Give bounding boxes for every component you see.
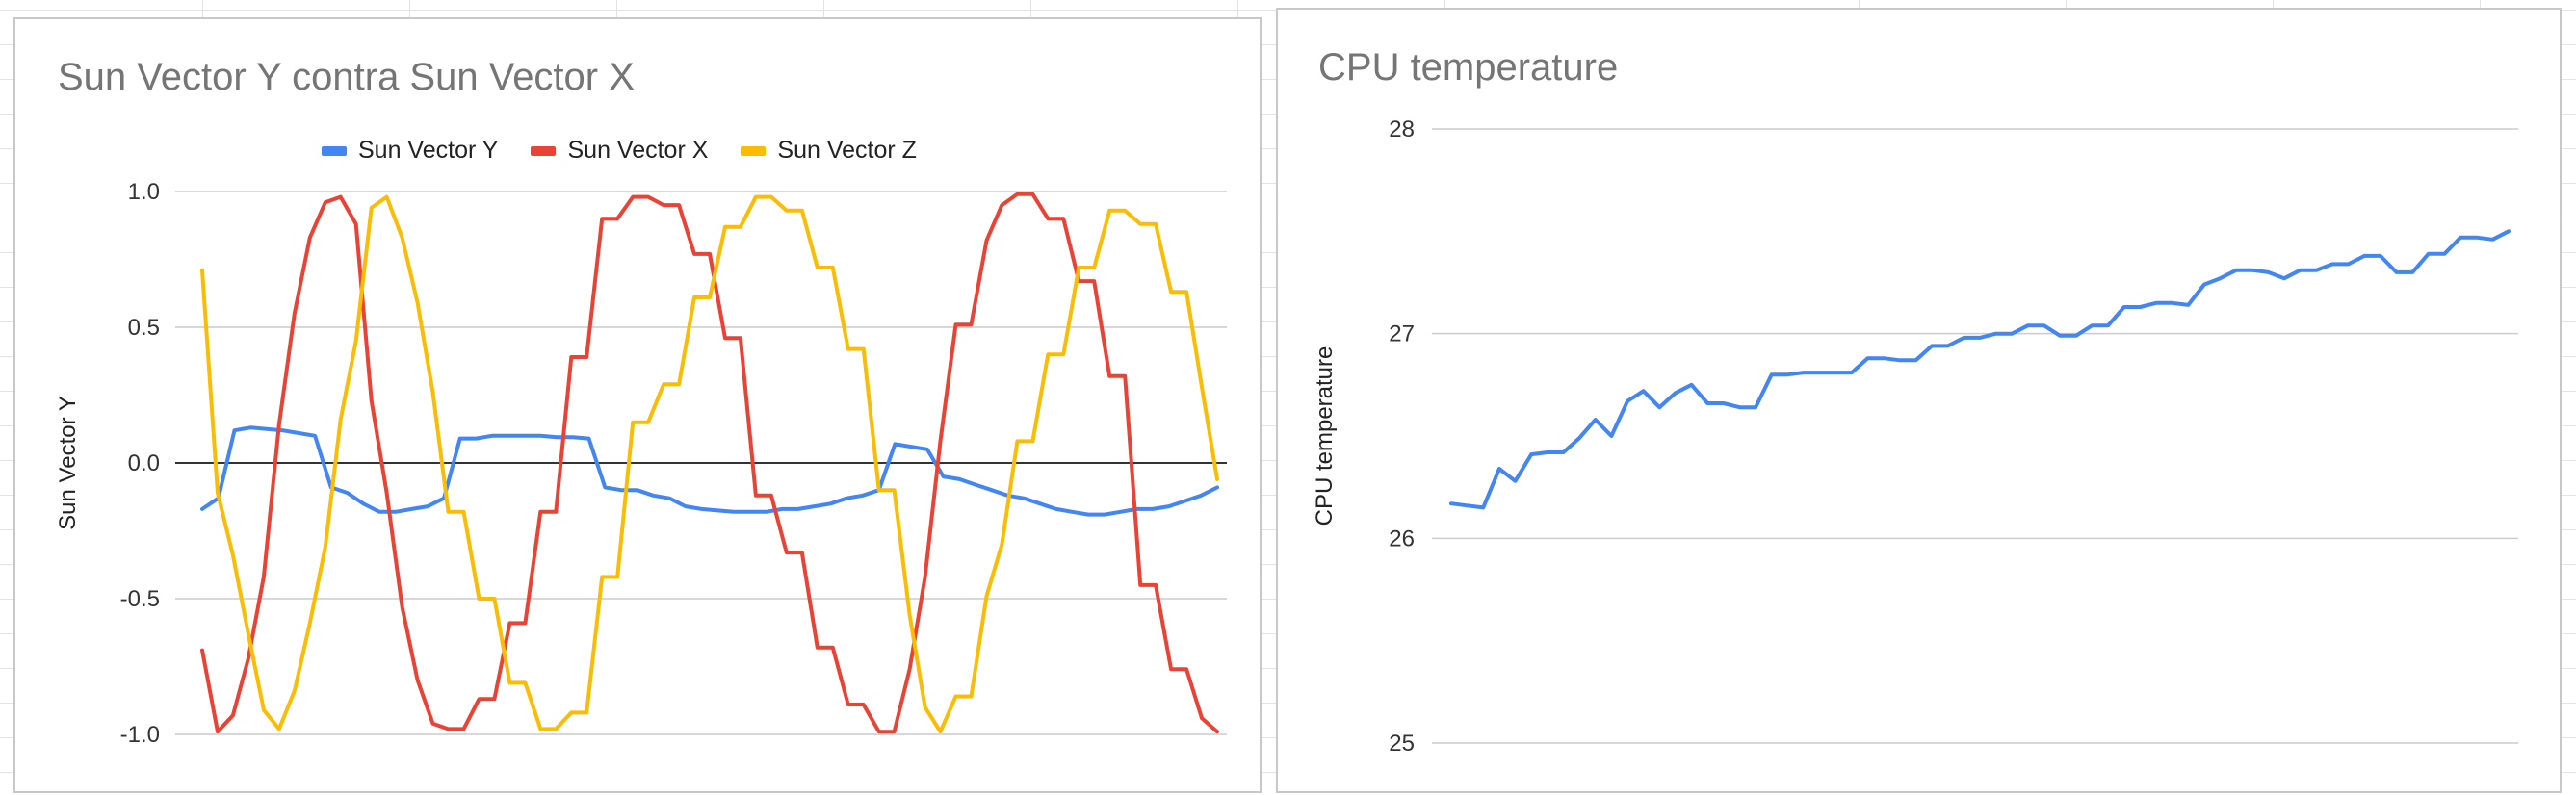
- y-tick-label: -0.5: [120, 586, 160, 612]
- chart-title: CPU temperature: [1318, 46, 1619, 89]
- sun-vector-chart[interactable]: Sun Vector Y contra Sun Vector X Sun Vec…: [13, 17, 1262, 793]
- y-tick-label: 0.5: [128, 315, 160, 341]
- sun-vector-x-line: [200, 192, 1219, 734]
- legend-swatch: [531, 145, 557, 156]
- legend-swatch: [741, 145, 767, 156]
- y-axis-title: CPU temperature: [1312, 346, 1338, 526]
- sun-vector-y-line: [200, 425, 1219, 517]
- legend-label: Sun Vector Y: [358, 137, 499, 164]
- sun-vector-plot-area: 1.0 0.5 0.0 -0.5 -1.0 Sun Vector Y: [55, 179, 1227, 748]
- y-tick-label: -1.0: [120, 722, 160, 748]
- legend-item-sun-vector-y: Sun Vector Y: [322, 137, 498, 165]
- legend-label: Sun Vector X: [567, 137, 709, 164]
- y-tick-label: 0.0: [128, 450, 160, 476]
- chart-title: Sun Vector Y contra Sun Vector X: [58, 56, 635, 98]
- y-tick-label: 27: [1389, 321, 1415, 347]
- y-axis-title: Sun Vector Y: [55, 396, 81, 530]
- y-tick-label: 26: [1389, 526, 1415, 551]
- y-tick-label: 1.0: [128, 179, 160, 205]
- legend-swatch: [322, 145, 347, 156]
- y-tick-label: 25: [1389, 731, 1415, 757]
- chart-legend: Sun Vector Y Sun Vector X Sun Vector Z: [322, 137, 917, 165]
- legend-item-sun-vector-z: Sun Vector Z: [741, 137, 917, 165]
- cpu-temperature-plot-area: 28 27 26 25 CPU temperature: [1312, 116, 2518, 757]
- sun-vector-z-line: [200, 194, 1219, 734]
- legend-label: Sun Vector Z: [777, 137, 917, 164]
- cpu-temperature-chart[interactable]: CPU temperature 28 27 26 25 CPU temperature: [1276, 8, 2562, 793]
- legend-item-sun-vector-x: Sun Vector X: [531, 137, 708, 165]
- y-tick-label: 28: [1389, 116, 1415, 142]
- cpu-temperature-line: [1449, 229, 2511, 510]
